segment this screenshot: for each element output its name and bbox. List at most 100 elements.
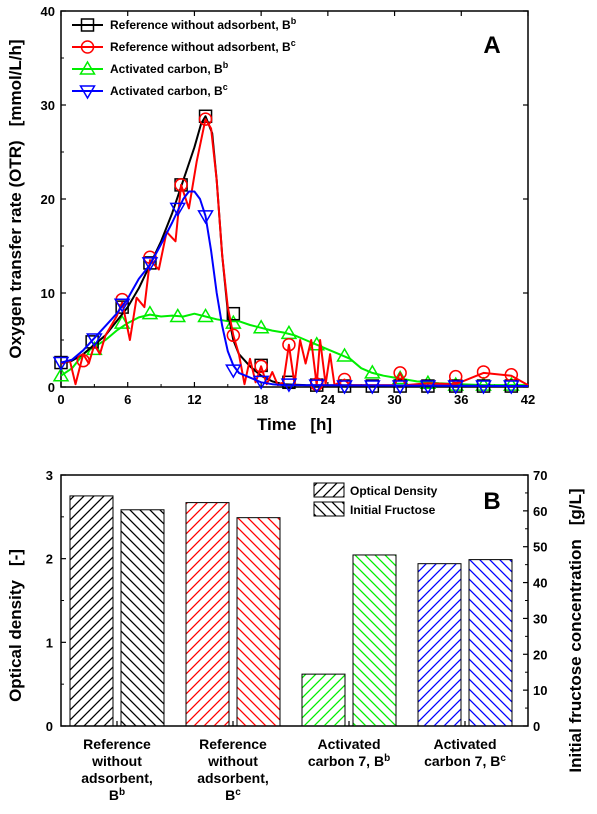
legend-marker-a	[80, 40, 95, 54]
x-tick-label-a: 18	[254, 392, 268, 407]
legend-label-a: Activated carbon, Bc	[110, 82, 228, 98]
category-label-line: Reference	[83, 736, 151, 752]
x-tick-label-a: 42	[521, 392, 535, 407]
y-tick-label-a: 40	[41, 4, 55, 19]
legend-a: Reference without adsorbent, Bb Reference…	[72, 16, 297, 100]
data-marker-a	[197, 210, 214, 225]
x-tick-label-a: 36	[454, 392, 468, 407]
y2-axis-label-b: Initial fructose concentration[g/L]	[566, 488, 585, 772]
data-marker-a	[226, 328, 241, 343]
y2-tick-label-b: 50	[533, 540, 547, 555]
data-marker-a	[475, 376, 492, 391]
data-marker-a	[448, 369, 463, 384]
data-marker-a	[76, 353, 90, 368]
bar-optical-density	[301, 673, 346, 727]
data-marker-a	[419, 380, 437, 395]
data-marker-a	[503, 376, 520, 391]
category-label-line: carbon 7, Bb	[308, 753, 390, 769]
data-marker-a	[254, 359, 268, 374]
x-tick-label-a: 0	[57, 392, 64, 407]
data-marker-a	[419, 374, 437, 389]
data-marker-a	[52, 367, 70, 382]
series-a-1	[60, 112, 529, 391]
series-a-3	[52, 190, 529, 395]
data-marker-a	[52, 356, 70, 372]
category-label-line: Bb	[109, 787, 125, 803]
x-tick-label-a: 30	[387, 392, 401, 407]
data-marker-a	[364, 364, 381, 379]
y-axis-label-b: Optical density[-]	[6, 549, 25, 702]
data-marker-a	[198, 112, 213, 126]
data-marker-a	[226, 306, 241, 321]
chart-b: Referencewithoutadsorbent,BbReferencewit…	[6, 468, 585, 803]
data-marker-a	[197, 308, 214, 323]
category-label-line: Bc	[225, 787, 241, 803]
data-marker-a	[141, 257, 159, 272]
data-marker-a	[503, 380, 520, 395]
data-marker-a	[174, 178, 188, 192]
data-marker-a	[336, 380, 353, 395]
y-tick-label-b: 0	[46, 719, 53, 734]
category-label-line: Reference	[199, 736, 267, 752]
x-tick-label-a: 24	[321, 392, 336, 407]
series-line-a	[60, 190, 529, 388]
data-marker-a	[475, 380, 492, 395]
panel-label-b: B	[483, 488, 500, 515]
y-tick-label-b: 2	[46, 552, 53, 567]
data-marker-a	[141, 305, 159, 320]
y-tick-label-b: 1	[46, 635, 53, 650]
legend-swatch-b	[313, 501, 345, 517]
legend-marker-a	[79, 85, 96, 100]
data-marker-a	[391, 380, 409, 395]
data-marker-a	[447, 380, 465, 395]
y2-tick-label-b: 10	[533, 683, 547, 698]
legend-label-b: Optical Density	[350, 484, 438, 498]
legend-label-a: Activated carbon, Bb	[110, 60, 229, 76]
data-marker-a	[309, 377, 324, 391]
category-label-line: without	[91, 753, 142, 769]
bar-initial-fructose	[468, 559, 513, 727]
bar-optical-density	[69, 495, 114, 727]
y-axis-label-a: Oxygen transfer rate (OTR)[mmol/L/h]	[6, 39, 25, 358]
data-marker-a	[280, 378, 298, 393]
legend-label-a: Reference without adsorbent, Bc	[110, 38, 296, 54]
series-line-a	[60, 118, 529, 387]
legend-marker-a	[79, 60, 96, 75]
category-label-line: Activated	[317, 736, 380, 752]
x-tick-label-a: 12	[187, 392, 201, 407]
chart-a: 0 6 12 18 24 30 36 42 0 10 20 30 40 Time [h] Oxygen tra…	[6, 4, 535, 434]
y2-tick-label-b: 40	[533, 576, 547, 591]
data-marker-a	[86, 333, 103, 348]
category-label-line: carbon 7, Bc	[424, 753, 506, 769]
y-tick-label-a: 20	[41, 192, 55, 207]
data-marker-a	[169, 202, 187, 217]
category-label-line: adsorbent,	[81, 770, 153, 786]
y2-tick-label-b: 30	[533, 611, 547, 626]
y-tick-label-a: 10	[41, 286, 55, 301]
data-marker-a	[169, 308, 187, 323]
legend-label-b: Initial Fructose	[350, 503, 436, 517]
series-line-a	[60, 312, 528, 387]
panel-label-a: A	[483, 32, 500, 59]
data-marker-a	[252, 375, 270, 390]
y-tick-label-b: 3	[46, 468, 53, 483]
category-label-line: without	[207, 753, 258, 769]
data-marker-a	[476, 365, 491, 379]
bar-optical-density	[185, 502, 230, 727]
category-label-line: Activated	[433, 736, 496, 752]
data-marker-a	[364, 380, 381, 395]
data-marker-a	[393, 366, 407, 380]
data-marker-a	[308, 379, 326, 394]
legend-b: Optical Density Initial Fructose	[313, 482, 438, 517]
data-marker-a	[225, 364, 242, 379]
bar-initial-fructose	[352, 554, 397, 727]
legend-swatch-b	[313, 482, 345, 498]
data-marker-a	[113, 298, 131, 313]
data-marker-a	[282, 337, 296, 352]
data-marker-a	[252, 319, 270, 334]
